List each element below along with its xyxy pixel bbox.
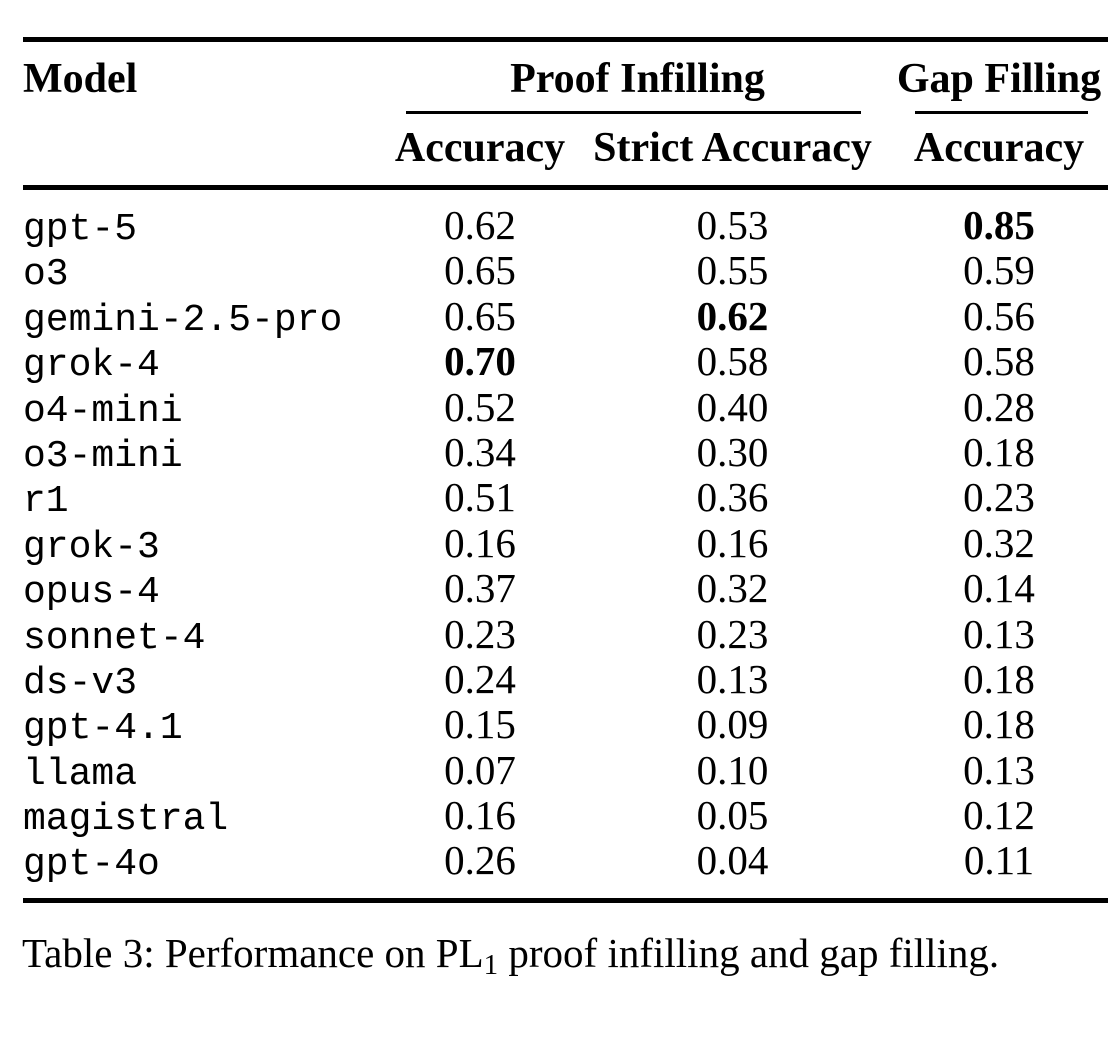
table-row: r1 0.51 0.36 0.23 (23, 473, 1108, 523)
model-name: o4-mini (23, 389, 183, 433)
model-name: gpt-4o (23, 843, 160, 887)
table-bottom-rule (23, 897, 1108, 903)
value-cell: 0.55 (696, 247, 769, 294)
value-cell: 0.52 (444, 383, 516, 430)
table-subheader-row: Accuracy Strict Accuracy Accuracy (23, 123, 1108, 173)
model-name: grok-4 (23, 344, 160, 388)
value-cell: 0.14 (963, 565, 1035, 612)
model-name: gpt-5 (23, 208, 138, 251)
value-cell: 0.51 (444, 474, 516, 521)
table-row: gemini-2.5-pro 0.65 0.62 0.56 (23, 292, 1108, 342)
table-row: grok-4 0.70 0.58 0.58 (23, 337, 1108, 387)
value-cell: 0.18 (963, 701, 1035, 748)
value-cell: 0.34 (444, 428, 516, 475)
table-caption: Table 3: Performance on PL1 proof infill… (22, 925, 1092, 981)
value-cell: 0.65 (444, 247, 516, 294)
group-header-underlines (23, 111, 1108, 114)
value-cell: 0.05 (696, 792, 769, 839)
value-cell: 0.62 (444, 202, 516, 248)
table-row: o3 0.65 0.55 0.59 (23, 246, 1108, 296)
column-header-gap-accuracy: Accuracy (913, 125, 1085, 171)
table-top-rule (23, 37, 1108, 42)
value-cell: 0.36 (696, 474, 769, 521)
table-row: gpt-4.1 0.15 0.09 0.18 (23, 700, 1108, 750)
table-body: gpt-5 0.62 0.53 0.85 o3 0.65 0.55 0.59 gemini-2.… (23, 190, 1108, 886)
results-table: Model Proof Infilling Gap Filling Accura… (23, 0, 1108, 903)
value-cell: 0.56 (963, 292, 1035, 339)
value-cell: 0.59 (963, 247, 1035, 294)
table-row: sonnet-4 0.23 0.23 0.13 (23, 610, 1108, 660)
table-row: gpt-5 0.62 0.53 0.85 (23, 201, 1108, 251)
model-name: gpt-4.1 (23, 707, 183, 751)
value-cell: 0.10 (696, 746, 769, 793)
value-cell: 0.32 (696, 565, 769, 612)
model-name: grok-3 (23, 525, 160, 569)
value-cell: 0.53 (696, 202, 769, 248)
value-cell: 0.40 (696, 383, 769, 430)
model-name: magistral (23, 798, 229, 842)
value-cell: 0.16 (696, 519, 769, 566)
model-name: ds-v3 (23, 661, 138, 705)
value-cell: 0.15 (444, 701, 516, 748)
group-header-gap-filling: Gap Filling (896, 56, 1102, 102)
value-cell: 0.04 (696, 837, 769, 884)
value-cell: 0.62 (696, 292, 769, 339)
value-cell: 0.70 (444, 338, 516, 385)
table-row: ds-v3 0.24 0.13 0.18 (23, 655, 1108, 705)
value-cell: 0.23 (444, 610, 516, 657)
value-cell: 0.13 (963, 610, 1035, 657)
table-row: o4-mini 0.52 0.40 0.28 (23, 383, 1108, 433)
value-cell: 0.26 (444, 837, 516, 884)
value-cell: 0.32 (963, 519, 1035, 566)
model-name: opus-4 (23, 571, 160, 615)
model-name: r1 (23, 480, 69, 524)
value-cell: 0.65 (444, 292, 516, 339)
table-row: grok-3 0.16 0.16 0.32 (23, 519, 1108, 569)
table-row: opus-4 0.37 0.32 0.14 (23, 564, 1108, 614)
caption-text: Table 3: Performance on PL (22, 930, 484, 976)
model-name: o3-mini (23, 434, 183, 478)
column-header-model: Model (23, 56, 138, 102)
value-cell: 0.13 (963, 746, 1035, 793)
model-name: llama (23, 752, 138, 796)
value-cell: 0.37 (444, 565, 516, 612)
column-header-strict-accuracy: Strict Accuracy (593, 125, 872, 171)
value-cell: 0.18 (963, 655, 1035, 702)
caption-subscript: 1 (483, 949, 499, 981)
value-cell: 0.16 (444, 792, 516, 839)
value-cell: 0.09 (696, 701, 769, 748)
model-name: gemini-2.5-pro (23, 298, 343, 342)
value-cell: 0.23 (696, 610, 769, 657)
value-cell: 0.12 (963, 792, 1035, 839)
value-cell: 0.11 (963, 837, 1035, 884)
column-header-proof-accuracy: Accuracy (394, 125, 566, 171)
value-cell: 0.58 (696, 338, 769, 385)
value-cell: 0.16 (444, 519, 516, 566)
value-cell: 0.23 (963, 474, 1035, 521)
table-row: o3-mini 0.34 0.30 0.18 (23, 428, 1108, 478)
gap-filling-underline (915, 111, 1088, 114)
table-mid-rule (23, 185, 1108, 190)
value-cell: 0.13 (696, 655, 769, 702)
table-row: gpt-4o 0.26 0.04 0.11 (23, 836, 1108, 886)
value-cell: 0.28 (963, 383, 1035, 430)
value-cell: 0.24 (444, 655, 516, 702)
value-cell: 0.18 (963, 428, 1035, 475)
value-cell: 0.58 (963, 338, 1035, 385)
value-cell: 0.85 (963, 202, 1035, 248)
caption-text-tail: proof infilling and gap filling. (498, 930, 1000, 976)
value-cell: 0.07 (444, 746, 516, 793)
proof-infilling-underline (406, 111, 861, 114)
table-row: llama 0.07 0.10 0.13 (23, 746, 1108, 796)
model-name: o3 (23, 253, 69, 297)
value-cell: 0.30 (696, 428, 769, 475)
group-header-proof-infilling: Proof Infilling (510, 56, 765, 102)
model-name: sonnet-4 (23, 616, 206, 660)
table-row: magistral 0.16 0.05 0.12 (23, 791, 1108, 841)
table-group-header-row: Model Proof Infilling Gap Filling (23, 54, 1108, 104)
